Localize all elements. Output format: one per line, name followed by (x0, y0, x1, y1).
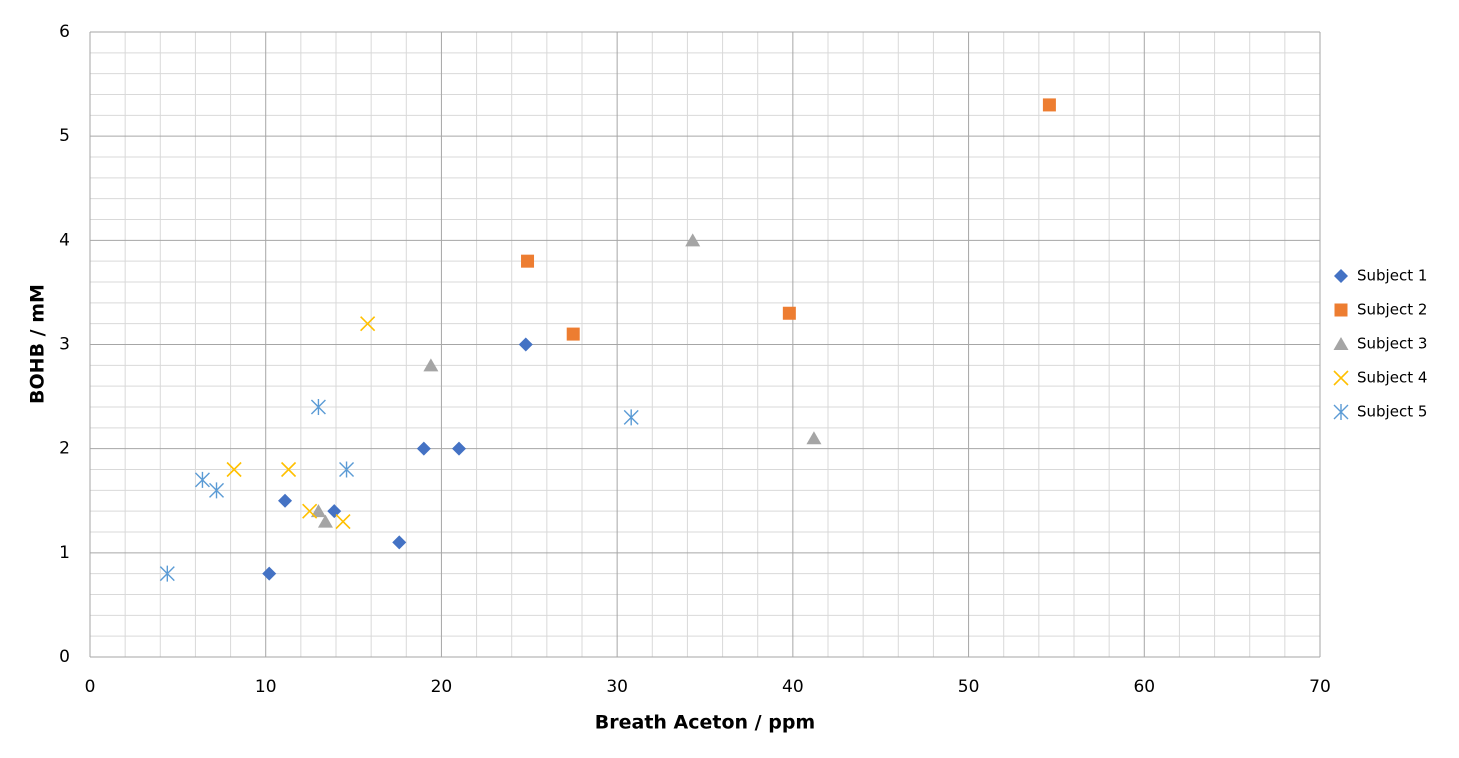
x-tick-label: 70 (1309, 677, 1331, 697)
legend-marker (1334, 269, 1348, 283)
point (782, 306, 796, 320)
legend-label: Subject 2 (1357, 301, 1427, 319)
y-tick-label: 2 (59, 439, 70, 459)
point (360, 316, 376, 332)
point (452, 441, 466, 456)
point (280, 461, 297, 478)
legend-label: Subject 3 (1357, 335, 1427, 353)
point (209, 482, 225, 499)
y-tick-label: 3 (59, 335, 70, 355)
point (392, 535, 407, 550)
legend-marker (1333, 337, 1349, 350)
point (310, 399, 326, 415)
point (317, 514, 333, 528)
legend-marker (1333, 370, 1349, 386)
point (159, 565, 175, 582)
point (685, 233, 701, 247)
point (806, 431, 822, 445)
x-tick-label: 40 (782, 677, 804, 697)
legend-marker (1333, 404, 1349, 420)
point (327, 504, 342, 519)
x-axis-title: Breath Aceton / ppm (595, 712, 815, 734)
point (416, 441, 431, 456)
y-tick-label: 5 (59, 126, 70, 146)
y-tick-label: 1 (59, 543, 70, 563)
legend-label: Subject 1 (1357, 267, 1427, 285)
point (423, 358, 439, 372)
legend-label: Subject 4 (1357, 369, 1427, 387)
y-tick-label: 4 (59, 230, 70, 250)
y-tick-label: 0 (59, 647, 70, 667)
point (566, 327, 580, 341)
point (302, 503, 318, 519)
point (521, 254, 535, 268)
x-tick-label: 0 (85, 677, 96, 697)
legend-label: Subject 5 (1357, 403, 1427, 421)
x-tick-label: 20 (431, 677, 453, 697)
point (310, 504, 326, 518)
x-tick-label: 10 (255, 677, 277, 697)
point (335, 514, 351, 530)
grid (89, 31, 1321, 658)
point (194, 471, 210, 488)
point (518, 337, 533, 352)
legend-marker (1334, 303, 1348, 317)
point (339, 461, 355, 478)
point (262, 566, 277, 581)
x-tick-label: 30 (606, 677, 628, 697)
point (226, 461, 242, 478)
y-axis-title: BOHB / mM (27, 284, 49, 404)
point (623, 409, 639, 426)
point (278, 493, 293, 508)
point (1042, 98, 1056, 112)
y-tick-label: 6 (59, 22, 70, 42)
x-tick-label: 60 (1133, 677, 1155, 697)
x-tick-label: 50 (958, 677, 980, 697)
